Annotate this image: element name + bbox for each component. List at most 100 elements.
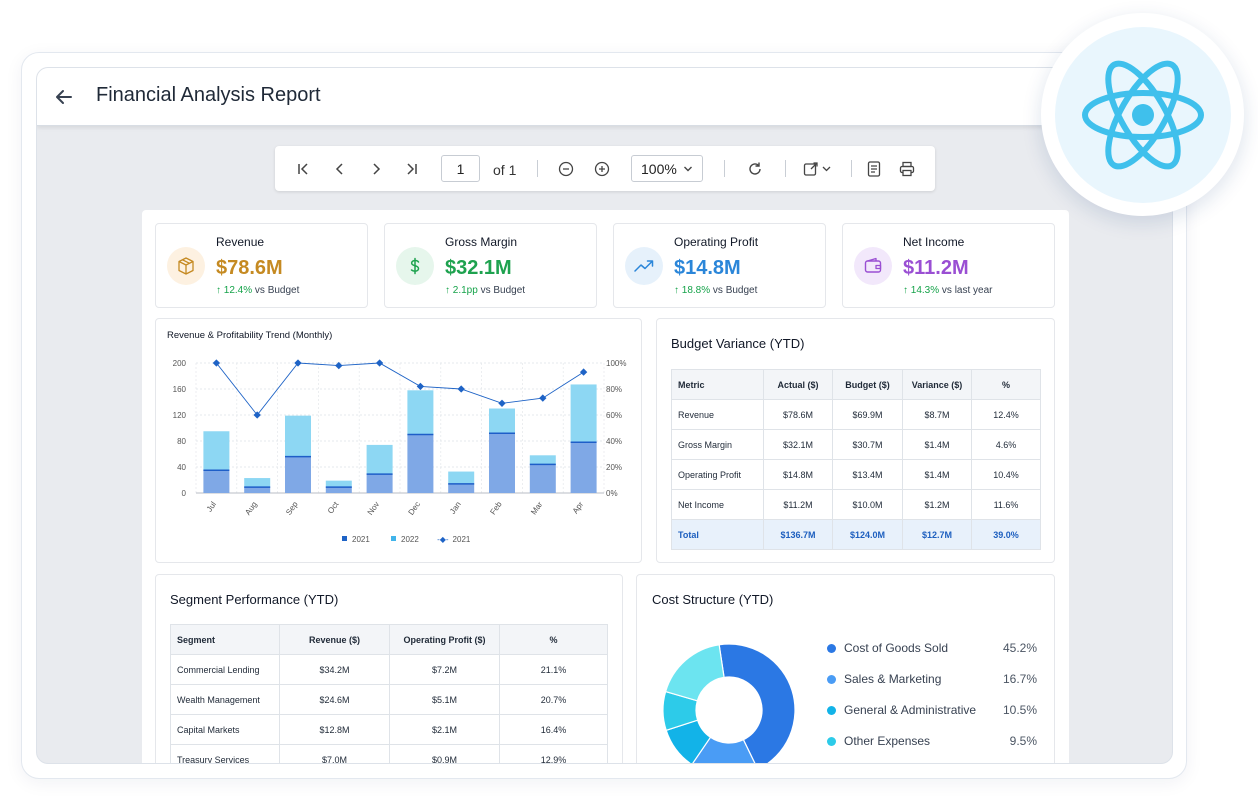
table-header-row: Segment Revenue ($) Operating Profit ($)… xyxy=(170,624,608,655)
prev-page-button[interactable] xyxy=(328,157,352,181)
table-header-row: Metric Actual ($) Budget ($) Variance ($… xyxy=(671,369,1041,400)
table-row: Operating Profit $14.8M $13.4M $1.4M 10.… xyxy=(671,459,1041,490)
x-tick-label: Dec xyxy=(407,500,423,517)
kpi-icon-circle xyxy=(625,247,663,285)
table-cell: Wealth Management xyxy=(170,684,280,715)
print-button[interactable] xyxy=(895,157,919,181)
table-cell: $14.8M xyxy=(763,459,833,490)
back-button[interactable] xyxy=(51,84,77,110)
line-marker xyxy=(457,385,465,393)
segment-performance-table: Segment Revenue ($) Operating Profit ($)… xyxy=(170,624,608,763)
zoom-in-button[interactable] xyxy=(590,157,614,181)
zoom-in-icon xyxy=(594,161,610,177)
export-button[interactable] xyxy=(800,157,836,181)
toolbar-divider xyxy=(785,160,786,177)
table-cell: 11.6% xyxy=(971,489,1041,520)
column-header: Revenue ($) xyxy=(279,624,390,655)
legend-percent: 16.7% xyxy=(1002,672,1037,686)
column-header: Variance ($) xyxy=(902,369,972,400)
legend-item: Sales & Marketing 16.7% xyxy=(827,672,1037,688)
bar-2021 xyxy=(203,470,230,493)
table-cell: $24.6M xyxy=(279,684,390,715)
x-tick-label: Mar xyxy=(529,500,544,517)
legend-label: General & Administrative xyxy=(844,703,977,717)
last-page-icon xyxy=(407,163,417,175)
y2-tick-label: 80% xyxy=(606,385,622,394)
document-button[interactable] xyxy=(862,157,886,181)
table-row: Net Income $11.2M $10.0M $1.2M 11.6% xyxy=(671,489,1041,520)
table-cell: $32.1M xyxy=(763,429,833,460)
x-tick-label: Sep xyxy=(284,500,300,517)
budget-variance-table: Metric Actual ($) Budget ($) Variance ($… xyxy=(671,369,1041,550)
refresh-icon xyxy=(749,162,761,175)
bar-2022 xyxy=(325,480,352,488)
legend-label: Cost of Goods Sold xyxy=(844,641,949,655)
kpi-delta-value: 2.1pp xyxy=(452,285,478,296)
kpi-icon-circle xyxy=(167,247,205,285)
y2-tick-label: 40% xyxy=(606,437,622,446)
zoom-select[interactable]: 100% xyxy=(631,155,703,182)
column-header: Metric xyxy=(671,369,764,400)
table-row: Wealth Management $24.6M $5.1M 20.7% xyxy=(170,684,608,715)
toolbar-divider xyxy=(851,160,852,177)
legend-label: Other Expenses xyxy=(844,734,931,748)
kpi-delta: ↑ 14.3% vs last year xyxy=(903,285,993,296)
bar-2022 xyxy=(244,478,271,488)
legend-percent: 45.2% xyxy=(1002,641,1037,655)
kpi-label: Gross Margin xyxy=(445,235,518,249)
next-page-icon xyxy=(373,163,381,175)
zoom-out-icon xyxy=(558,161,574,177)
next-page-button[interactable] xyxy=(364,157,388,181)
x-tick-label: Aug xyxy=(243,500,259,517)
table-cell: Operating Profit xyxy=(671,459,764,490)
column-header: Segment xyxy=(170,624,280,655)
table-total-row: Total $136.7M $124.0M $12.7M 39.0% xyxy=(671,519,1041,550)
bar-2021 xyxy=(366,474,393,493)
legend-percent: 9.5% xyxy=(1009,734,1037,748)
table-cell: $12.8M xyxy=(279,714,390,745)
first-page-button[interactable] xyxy=(291,157,315,181)
table-row: Treasury Services $7.0M $0.9M 12.9% xyxy=(170,744,608,763)
table-row: Capital Markets $12.8M $2.1M 16.4% xyxy=(170,714,608,745)
table-cell: $136.7M xyxy=(763,519,833,550)
kpi-delta-suffix: vs Budget xyxy=(712,285,758,296)
bar-2022 xyxy=(529,455,556,465)
y2-tick-label: 0% xyxy=(606,489,618,498)
zoom-out-button[interactable] xyxy=(554,157,578,181)
legend-item: Other Expenses 9.5% xyxy=(827,734,1037,750)
y2-tick-label: 20% xyxy=(606,463,622,472)
y-tick-label: 160 xyxy=(173,385,187,394)
kpi-delta: ↑ 12.4% vs Budget xyxy=(216,285,299,296)
legend-dot xyxy=(827,737,836,746)
line-marker xyxy=(212,359,221,367)
table-cell: $5.1M xyxy=(389,684,500,715)
x-tick-label: Jul xyxy=(205,500,218,514)
column-header: % xyxy=(499,624,608,655)
report-page: Revenue $78.6M ↑ 12.4% vs Budget Gross M… xyxy=(142,210,1069,763)
react-badge xyxy=(1041,13,1244,216)
table-cell: 20.7% xyxy=(499,684,608,715)
line-marker xyxy=(294,359,302,367)
y-tick-label: 0 xyxy=(182,489,187,498)
arrow-up-icon: ↑ xyxy=(216,285,221,296)
last-page-button[interactable] xyxy=(400,157,424,181)
page-number-input[interactable] xyxy=(441,155,480,182)
y2-tick-label: 60% xyxy=(606,411,622,420)
panel-title: Budget Variance (YTD) xyxy=(671,336,805,351)
kpi-label: Operating Profit xyxy=(674,235,759,249)
table-row: Revenue $78.6M $69.9M $8.7M 12.4% xyxy=(671,399,1041,430)
title-bar: Financial Analysis Report xyxy=(37,68,1172,126)
table-cell: 16.4% xyxy=(499,714,608,745)
kpi-delta-suffix: vs Budget xyxy=(254,285,300,296)
kpi-delta-value: 14.3% xyxy=(910,285,940,296)
kpi-delta-value: 12.4% xyxy=(223,285,253,296)
back-arrow-icon xyxy=(56,90,72,104)
refresh-button[interactable] xyxy=(743,157,767,181)
table-cell: 12.4% xyxy=(971,399,1041,430)
table-cell: $124.0M xyxy=(832,519,903,550)
print-icon xyxy=(899,161,915,177)
kpi-card-operating-profit: Operating Profit $14.8M ↑ 18.8% vs Budge… xyxy=(613,223,826,308)
table-cell: $10.0M xyxy=(832,489,903,520)
line-marker xyxy=(539,394,547,402)
kpi-card-revenue: Revenue $78.6M ↑ 12.4% vs Budget xyxy=(155,223,368,308)
